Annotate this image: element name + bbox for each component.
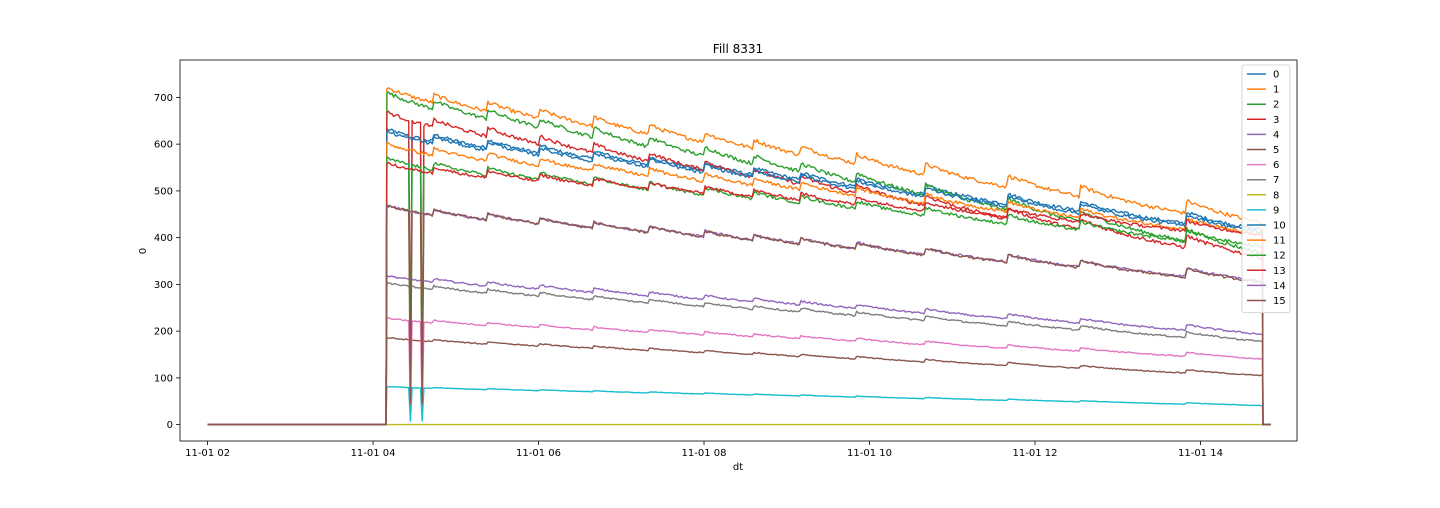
legend-label-14: 14 <box>1273 281 1286 292</box>
legend-label-0: 0 <box>1273 70 1279 81</box>
legend-label-6: 6 <box>1273 160 1279 171</box>
chart-title: Fill 8331 <box>713 42 763 56</box>
legend-label-11: 11 <box>1273 236 1286 247</box>
legend-box <box>1241 64 1291 314</box>
y-tick-label: 400 <box>154 233 173 244</box>
legend-label-3: 3 <box>1273 115 1279 126</box>
series-line-12 <box>207 156 1271 426</box>
y-axis-label: 0 <box>138 248 149 254</box>
x-tick-label: 11-01 06 <box>516 448 561 459</box>
legend-label-5: 5 <box>1273 145 1279 156</box>
legend-label-12: 12 <box>1273 251 1286 262</box>
legend-label-9: 9 <box>1273 205 1279 216</box>
y-tick-label: 100 <box>154 373 173 384</box>
legend-label-13: 13 <box>1273 266 1286 277</box>
x-axis-label: dt <box>733 462 743 473</box>
plot-area <box>180 60 1297 441</box>
series-line-0 <box>207 127 1271 426</box>
series-line-11 <box>207 141 1271 426</box>
x-tick-label: 11-01 10 <box>847 448 892 459</box>
y-tick-label: 200 <box>154 327 173 338</box>
series-line-13 <box>207 161 1271 426</box>
legend-label-8: 8 <box>1273 190 1279 201</box>
legend-label-10: 10 <box>1273 221 1286 232</box>
legend-label-15: 15 <box>1273 296 1286 307</box>
series-line-4 <box>207 274 1271 426</box>
series-line-2 <box>207 91 1271 426</box>
series-line-6 <box>207 317 1271 426</box>
series-line-3 <box>207 110 1271 426</box>
x-tick-label: 11-01 02 <box>185 448 230 459</box>
x-tick-label: 11-01 08 <box>682 448 727 459</box>
y-tick-label: 600 <box>154 140 173 151</box>
series-line-7 <box>207 282 1271 426</box>
legend-label-1: 1 <box>1273 85 1279 96</box>
series-line-5 <box>207 336 1271 426</box>
legend-label-7: 7 <box>1273 175 1279 186</box>
x-tick-label: 11-01 04 <box>351 448 396 459</box>
series-line-15 <box>207 203 1271 426</box>
axes-layer: 0 100 200 300 400 500 600 700 11-01 02 11-01 04 11… <box>154 93 1223 459</box>
series-line-1 <box>207 87 1271 426</box>
legend-label-2: 2 <box>1273 100 1279 111</box>
x-tick-label: 11-01 12 <box>1013 448 1058 459</box>
series-line-10 <box>207 130 1271 426</box>
y-tick-label: 300 <box>154 280 173 291</box>
x-tick-label: 11-01 14 <box>1178 448 1223 459</box>
y-tick-label: 500 <box>154 186 173 197</box>
y-tick-label: 700 <box>154 93 173 104</box>
series-line-9 <box>207 385 1271 426</box>
plot-frame <box>179 59 1298 442</box>
series-layer <box>207 87 1271 426</box>
y-tick-label: 0 <box>167 420 173 431</box>
legend-label-4: 4 <box>1273 130 1279 141</box>
